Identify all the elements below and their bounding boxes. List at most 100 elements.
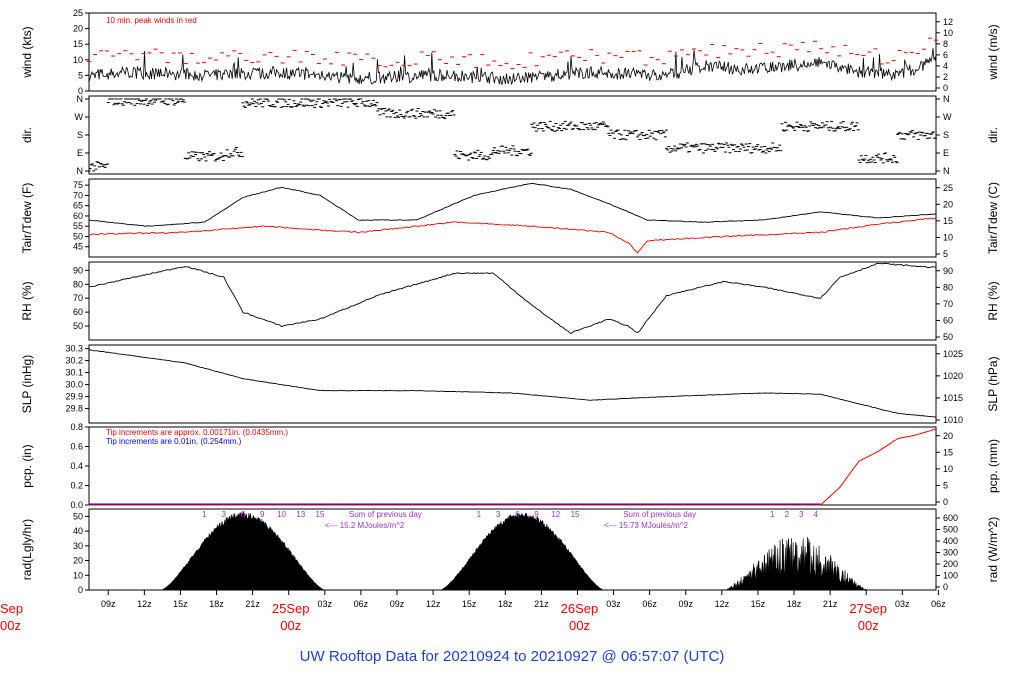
tick-label-right-6-5: 500 [943, 525, 958, 535]
tick-label-left-2-2: 55 [73, 221, 83, 231]
day-label-left-cut: Sep [0, 601, 23, 616]
tick-label-left-4-1: 29.9 [65, 392, 83, 402]
xtick-label-23: 06z [931, 599, 946, 609]
tick-label-right-3-4: 90 [943, 266, 953, 276]
rad-hour-d1-2: 6 [241, 510, 246, 519]
rad-sum1-value: <--- 15.2 MJoules/m^2 [325, 521, 405, 530]
tick-label-left-4-5: 30.3 [65, 344, 83, 354]
ylabel-right-6: rad (W/m^2) [986, 517, 1000, 583]
xtick-label-9: 12z [426, 599, 441, 609]
xtick-label-20: 21z [823, 599, 838, 609]
precip-series-line [89, 428, 937, 506]
xtick-label-6: 03z [318, 599, 333, 609]
page-title: UW Rooftop Data for 20210924 to 20210927… [299, 648, 725, 665]
xtick-label-12: 21z [534, 599, 549, 609]
tick-label-right-6-0: 0 [943, 582, 948, 592]
panel-frame-4 [88, 344, 937, 424]
day-label-5: 25Sep [272, 601, 310, 616]
tick-label-right-6-4: 400 [943, 536, 958, 546]
tick-label-left-5-1: 0.2 [70, 481, 83, 491]
tick-label-right-2-0: 5 [943, 249, 948, 259]
rad-hour-d3-1: 2 [785, 510, 790, 519]
xtick-label-4: 21z [245, 599, 260, 609]
tick-label-left-6-3: 30 [73, 541, 83, 551]
xtick-label-19: 18z [787, 599, 802, 609]
tick-label-left-0-4: 20 [73, 24, 83, 34]
tick-label-right-6-2: 200 [943, 559, 958, 569]
tick-label-left-6-0: 0 [78, 585, 83, 595]
xtick-label-18: 15z [751, 599, 766, 609]
tick-label-left-0-5: 25 [73, 8, 83, 18]
ylabel-right-1: dir. [986, 127, 1000, 143]
rad-hour-d2-5: 15 [571, 510, 580, 519]
xtick-label-14: 03z [606, 599, 621, 609]
panel-frame-0 [88, 12, 937, 92]
xtick-label-1: 12z [137, 599, 152, 609]
chart-svg: wind (kts) wind (m/s)0510152025024681012d… [0, 8, 1000, 633]
rad-hour-d1-3: 9 [260, 510, 265, 519]
rh-series-line [88, 263, 937, 335]
rad-sum1-title: Sum of previous day [349, 510, 422, 519]
tick-label-right-5-3: 15 [943, 447, 953, 457]
tick-label-left-5-0: 0.0 [70, 500, 83, 510]
tick-label-right-2-4: 25 [943, 183, 953, 193]
tick-label-right-2-1: 10 [943, 232, 953, 242]
rad-hour-d1-1: 3 [222, 510, 227, 519]
tick-label-left-3-3: 80 [73, 279, 83, 289]
tick-label-right-4-2: 1020 [943, 371, 963, 381]
tick-label-left-4-3: 30.1 [65, 368, 83, 378]
tick-label-right-6-1: 100 [943, 571, 958, 581]
rad-sum2-title: Sum of previous day [623, 510, 696, 519]
tick-label-right-0-4: 8 [943, 39, 948, 49]
ylabel-left-3: RH (%) [20, 281, 34, 320]
day-sub-label-0: 00z [280, 618, 301, 633]
tick-label-left-5-2: 0.4 [70, 461, 83, 471]
tick-label-left-2-0: 45 [73, 242, 83, 252]
ylabel-left-1: dir. [20, 127, 34, 143]
xtick-label-22: 03z [895, 599, 910, 609]
rad-hour-d3-3: 4 [813, 510, 818, 519]
tick-label-right-5-1: 5 [943, 480, 948, 490]
tick-label-left-0-0: 0 [78, 86, 83, 96]
tick-label-right-4-3: 1025 [943, 349, 963, 359]
xtick-label-8: 09z [390, 599, 405, 609]
rad-hour-d2-2: 6 [515, 510, 520, 519]
rad-hour-d1-4: 10 [277, 510, 286, 519]
tick-label-right-0-5: 10 [943, 28, 953, 38]
tick-label-left-1-0: N [77, 166, 84, 176]
wind-annotation: 10 min. peak winds in red [106, 16, 197, 25]
day-label-21: 27Sep [849, 601, 887, 616]
rad-hour-d2-3: 9 [534, 510, 539, 519]
tick-label-left-1-4: N [77, 94, 84, 104]
tick-label-left-6-4: 40 [73, 526, 83, 536]
tick-label-right-2-3: 20 [943, 199, 953, 209]
xtick-label-16: 09z [678, 599, 693, 609]
tick-label-left-2-5: 70 [73, 190, 83, 200]
tick-label-right-2-2: 15 [943, 216, 953, 226]
rad-hour-d3-2: 3 [799, 510, 804, 519]
tick-label-left-6-1: 10 [73, 570, 83, 580]
tick-label-left-4-4: 30.2 [65, 356, 83, 366]
xtick-label-7: 06z [354, 599, 369, 609]
xtick-label-0: 09z [101, 599, 116, 609]
tick-label-left-0-1: 5 [78, 70, 83, 80]
ylabel-right-4: SLP (hPa) [986, 356, 1000, 411]
panel-frame-2 [88, 178, 937, 258]
ylabel-left-2: Tair/Tdew (F) [20, 183, 34, 254]
tick-label-right-4-1: 1015 [943, 393, 963, 403]
slp-series-line [88, 349, 937, 418]
tick-label-right-4-0: 1010 [943, 415, 963, 425]
tick-label-right-6-3: 300 [943, 548, 958, 558]
tick-label-right-5-2: 10 [943, 464, 953, 474]
tdew-series-line [88, 217, 937, 254]
day-label-13: 26Sep [561, 601, 599, 616]
ylabel-right-3: RH (%) [986, 281, 1000, 320]
ylabel-right-2: Tair/Tdew (C) [986, 182, 1000, 254]
ylabel-left-5: pcp. (in) [20, 444, 34, 487]
tair-series-line [88, 182, 937, 227]
tick-label-right-0-3: 6 [943, 50, 948, 60]
tick-label-left-1-1: E [77, 148, 83, 158]
tick-label-left-5-3: 0.6 [70, 442, 83, 452]
xtick-label-10: 15z [462, 599, 477, 609]
xtick-label-15: 06z [642, 599, 657, 609]
